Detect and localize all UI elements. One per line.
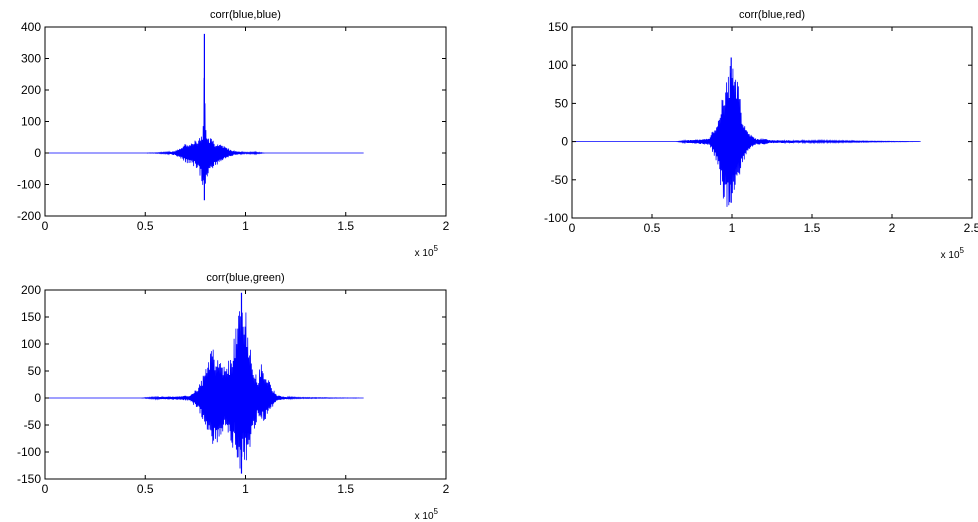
chart-0-ytick-label: 0: [34, 146, 41, 160]
chart-1-xtick-label: 1: [729, 221, 736, 235]
chart-2-title: corr(blue,green): [206, 272, 284, 284]
chart-2-xtick-label: 1.5: [337, 482, 354, 496]
chart-2-ytick-label: -100: [17, 445, 41, 459]
chart-2-ytick-label: 100: [21, 337, 41, 351]
chart-1-series-line: [572, 65, 921, 207]
chart-0-ytick-label: 300: [21, 52, 41, 66]
chart-1-xtick-label: 1.5: [804, 221, 821, 235]
chart-2-x-multiplier: x 105: [415, 507, 439, 522]
chart-2-xtick-label: 2: [443, 482, 450, 496]
chart-1-xtick-label: 2.5: [964, 221, 978, 235]
chart-1-xtick-label: 0: [569, 221, 576, 235]
chart-1-ytick-label: 0: [561, 135, 568, 149]
chart-1-axes-box: [571, 26, 973, 219]
chart-2-ytick-label: -50: [24, 418, 42, 432]
chart-0-axes-box: [44, 26, 447, 217]
chart-0-title: corr(blue,blue): [210, 9, 281, 21]
chart-0-ytick-label: 400: [21, 20, 41, 34]
chart-1-ytick-label: 150: [548, 20, 568, 34]
chart-1-ytick-label: -100: [544, 211, 568, 225]
chart-0-xtick-label: 0.5: [137, 219, 154, 233]
chart-2-xtick-label: 0.5: [137, 482, 154, 496]
chart-0-xtick-label: 2: [443, 219, 450, 233]
chart-0-xtick-label: 1: [242, 219, 249, 233]
chart-1-title: corr(blue,red): [739, 9, 805, 21]
chart-0-ytick-label: 100: [21, 115, 41, 129]
chart-2-series-line: [45, 311, 364, 469]
chart-2-ytick-label: 200: [21, 283, 41, 297]
chart-2-ytick-label: 50: [28, 364, 42, 378]
chart-2-xtick-label: 1: [242, 482, 249, 496]
chart-0-ytick-label: 200: [21, 83, 41, 97]
chart-0-x-multiplier: x 105: [415, 244, 439, 259]
chart-1-ytick-label: 50: [555, 96, 569, 110]
chart-2-xtick-label: 0: [42, 482, 49, 496]
chart-1-ytick-label: 100: [548, 58, 568, 72]
subplot-corr-blue-blue: corr(blue,blue) 0 0.5 1 1.5 2 -200 -100 0 100 200 3…: [17, 9, 450, 259]
chart-2-ytick-label: -150: [17, 472, 41, 486]
chart-2-ytick-label: 150: [21, 310, 41, 324]
subplot-corr-blue-red: corr(blue,red) 0 0.5 1 1.5 2 2.5 -100 -50 0 50 100 1…: [544, 9, 978, 261]
chart-0-xtick-label: 1.5: [337, 219, 354, 233]
chart-1-xtick-label: 0.5: [644, 221, 661, 235]
chart-0-ytick-label: -200: [17, 209, 41, 223]
chart-1-x-multiplier: x 105: [941, 246, 965, 261]
chart-1-xtick-label: 2: [889, 221, 896, 235]
chart-2-ytick-label: 0: [34, 391, 41, 405]
chart-0-ytick-label: -100: [17, 178, 41, 192]
subplot-corr-blue-green: corr(blue,green) 0 0.5 1 1.5 2 -150 -100 -50 0 50 1…: [17, 272, 450, 522]
chart-0-xtick-label: 0: [42, 219, 49, 233]
chart-1-ytick-label: -50: [551, 173, 569, 187]
